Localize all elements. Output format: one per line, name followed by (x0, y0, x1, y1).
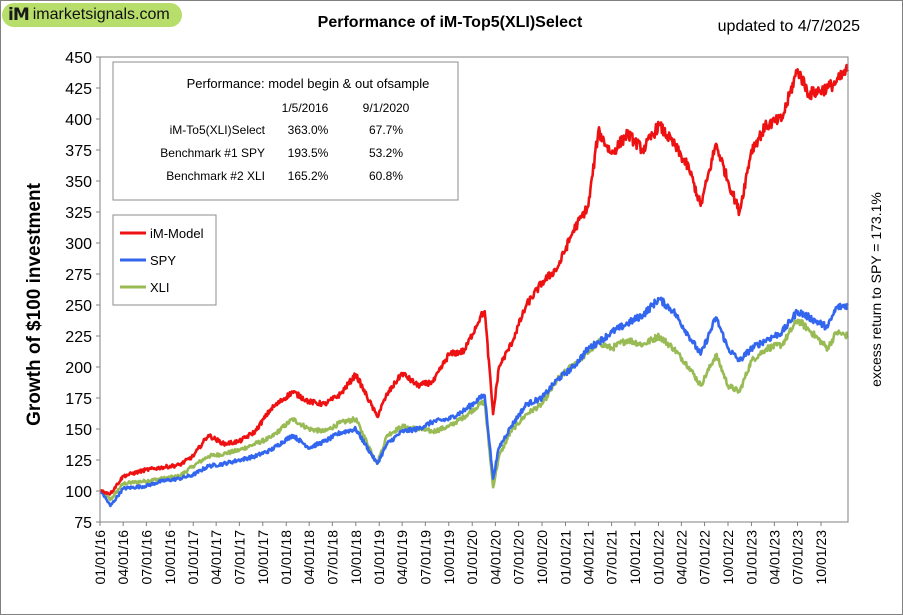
site-name: imarketsignals.com (32, 6, 170, 23)
x-tick-label: 01/01/23 (743, 530, 759, 585)
y-tick-label: 250 (65, 298, 92, 315)
y-tick-label: 350 (65, 174, 92, 191)
x-tick-label: 10/01/18 (348, 530, 364, 585)
y-tick-label: 325 (65, 205, 92, 222)
row-model-label: iM-To5(XLI)Select (170, 123, 266, 137)
legend-label-spy: SPY (150, 253, 176, 268)
x-tick-label: 04/01/20 (487, 530, 503, 585)
x-tick-label: 01/01/16 (92, 530, 108, 585)
col-out-of-sample: 9/1/2020 (363, 101, 410, 115)
legend-label-xli: XLI (150, 280, 170, 295)
chart-title: Performance of iM-Top5(XLI)Select (317, 14, 583, 31)
x-tick-label: 04/01/18 (301, 530, 317, 585)
y-tick-label: 125 (65, 453, 92, 470)
plot-border (99, 56, 849, 523)
row-spy-v1: 193.5% (288, 146, 329, 160)
y-tick-label: 150 (65, 422, 92, 439)
x-tick-label: 01/01/21 (557, 530, 573, 585)
x-tick-label: 10/01/22 (720, 530, 736, 585)
row-xli-v1: 165.2% (288, 169, 329, 183)
x-tick-label: 01/01/22 (650, 530, 666, 585)
x-tick-label: 04/01/22 (673, 530, 689, 585)
x-tick-label: 10/01/19 (441, 530, 457, 585)
col-model-begin: 1/5/2016 (282, 101, 329, 115)
series-line-im-model (100, 63, 850, 496)
x-tick-label: 01/01/20 (464, 530, 480, 585)
series-line-xli (100, 318, 849, 501)
axes: 75 100 125 150 175 200 225 250 275 300 325 350 375 40… (65, 50, 829, 585)
x-tick-label: 07/01/16 (138, 530, 154, 585)
x-tick-label: 07/01/22 (697, 530, 713, 585)
y-tick-label: 425 (65, 81, 92, 98)
x-tick-label: 04/01/16 (115, 530, 131, 585)
y-tick-label: 300 (65, 236, 92, 253)
y-tick-label: 225 (65, 329, 92, 346)
x-tick-label: 10/01/16 (162, 530, 178, 585)
performance-table: Performance: model begin & out ofsample … (112, 61, 459, 201)
x-tick-label: 01/01/18 (278, 530, 294, 585)
row-model-v2: 67.7% (369, 123, 403, 137)
x-tick-label: 07/01/17 (231, 530, 247, 585)
y-tick-label: 100 (65, 484, 92, 501)
x-tick-label: 04/01/17 (208, 530, 224, 585)
x-tick-label: 07/01/21 (604, 530, 620, 585)
updated-date: updated to 4/7/2025 (717, 18, 860, 35)
row-xli-v2: 60.8% (369, 169, 403, 183)
x-tick-label: 10/01/17 (255, 530, 271, 585)
x-tick-label: 04/01/19 (394, 530, 410, 585)
x-tick-label: 01/01/17 (185, 530, 201, 585)
plot-area (99, 63, 850, 508)
performance-table-box (112, 61, 459, 201)
x-tick-label: 07/01/20 (511, 530, 527, 585)
y-axis-label: Growth of $100 investment (24, 182, 45, 426)
y-tick-label: 175 (65, 391, 92, 408)
y-tick-label: 375 (65, 143, 92, 160)
row-spy-label: Benchmark #1 SPY (160, 146, 265, 160)
x-tick-label: 07/01/19 (417, 530, 433, 585)
legend: iM-Model SPY XLI (112, 214, 217, 306)
x-tick-label: 10/01/23 (813, 530, 829, 585)
x-tick-label: 04/01/23 (766, 530, 782, 585)
site-logo[interactable]: iM imarketsignals.com (2, 3, 182, 27)
y-tick-label: 275 (65, 267, 92, 284)
y-tick-label: 400 (65, 112, 92, 129)
im-logo-icon: iM (8, 5, 30, 25)
y-tick-label: 450 (65, 50, 92, 67)
row-spy-v2: 53.2% (369, 146, 403, 160)
series-line-spy (99, 296, 849, 508)
x-tick-label: 04/01/21 (580, 530, 596, 585)
row-model-v1: 363.0% (288, 123, 329, 137)
y-tick-label: 200 (65, 360, 92, 377)
x-tick-label: 10/01/20 (534, 530, 550, 585)
x-tick-label: 10/01/21 (627, 530, 643, 585)
x-tick-label: 07/01/18 (324, 530, 340, 585)
excess-return-label: excess return to SPY = 173.1% (868, 192, 884, 387)
row-xli-label: Benchmark #2 XLI (166, 169, 265, 183)
x-tick-label: 01/01/19 (371, 530, 387, 585)
y-tick-label: 75 (74, 515, 92, 532)
performance-header: Performance: model begin & out ofsample (187, 76, 430, 91)
x-tick-label: 07/01/23 (790, 530, 806, 585)
legend-label-im-model: iM-Model (150, 226, 204, 241)
